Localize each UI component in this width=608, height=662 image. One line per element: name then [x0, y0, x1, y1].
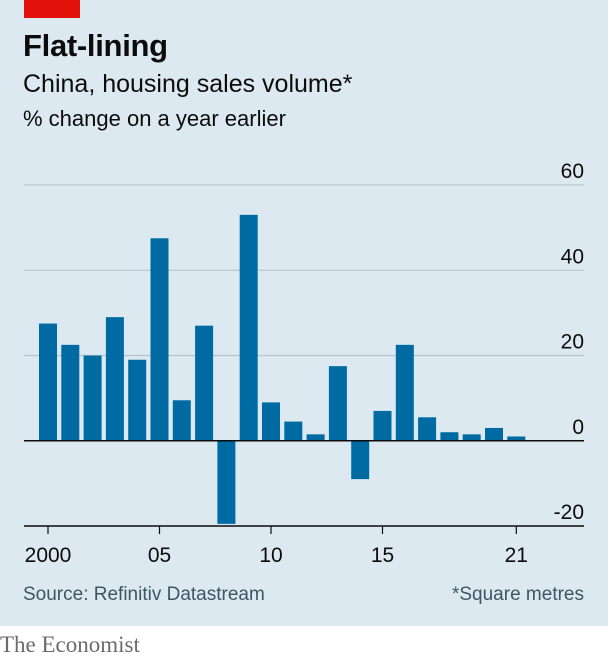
- bar-2009: [239, 214, 258, 441]
- bar-2011: [284, 421, 303, 441]
- bar-2005: [150, 238, 169, 441]
- x-tick-label: 21: [505, 544, 528, 567]
- bar-2012: [306, 434, 325, 441]
- bar-2021: [507, 436, 526, 441]
- x-tick-label: 05: [148, 544, 171, 567]
- bar-2020: [485, 427, 503, 441]
- chart-units: % change on a year earlier: [23, 106, 286, 131]
- bar-2010: [262, 402, 280, 441]
- bar-2019: [462, 434, 481, 441]
- y-tick-label: 0: [572, 416, 584, 439]
- bar-2003: [105, 317, 124, 441]
- footnote: *Square metres: [451, 584, 584, 605]
- y-tick-label: 40: [561, 245, 584, 268]
- x-tick-label: 15: [371, 544, 394, 567]
- brand-red-tag: [24, 0, 80, 18]
- x-tick-label: 2000: [25, 544, 72, 567]
- bar-2013: [328, 366, 347, 441]
- bar-2008: [217, 440, 236, 524]
- chart-title: Flat-lining: [23, 28, 168, 63]
- bar-2004: [128, 359, 147, 441]
- bar-2002: [83, 355, 102, 441]
- bar-2000: [39, 323, 57, 441]
- x-tick-label: 10: [259, 544, 282, 567]
- bar-2006: [172, 400, 191, 441]
- bar-2007: [195, 325, 214, 441]
- bar-2001: [61, 344, 80, 441]
- bar-2018: [440, 432, 459, 441]
- chart-panel: [0, 0, 608, 626]
- bar-2014: [351, 440, 370, 480]
- bar-2016: [395, 344, 414, 441]
- publisher-brand: The Economist: [0, 632, 140, 657]
- source-note: Source: Refinitiv Datastream: [23, 584, 265, 605]
- bar-2017: [418, 417, 437, 441]
- y-tick-label: 20: [561, 331, 584, 354]
- bar-chart: 60 40 20 0 -20 2000 05 10 15 21: [24, 160, 584, 567]
- chart-subtitle: China, housing sales volume*: [23, 70, 353, 98]
- y-tick-label: -20: [554, 501, 584, 524]
- bar-2015: [373, 410, 392, 441]
- y-tick-label: 60: [561, 160, 584, 183]
